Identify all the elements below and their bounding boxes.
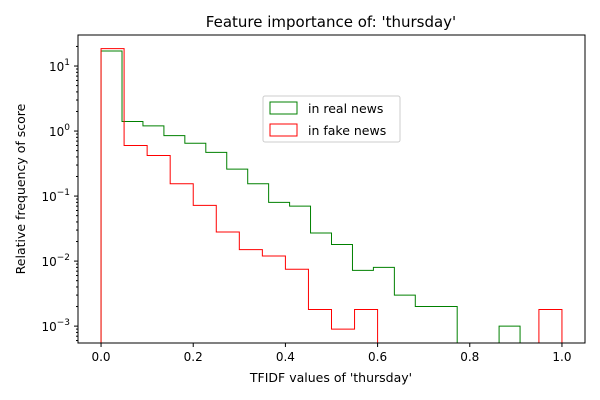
y-tick-label: 101 — [49, 58, 70, 74]
histogram-series-0 — [100, 50, 562, 344]
x-tick-label: 0.6 — [368, 350, 387, 364]
y-tick-label: 100 — [49, 123, 70, 139]
plot-area — [100, 48, 563, 344]
x-tick-label: 0.8 — [460, 350, 479, 364]
legend-swatch-real — [269, 101, 298, 115]
legend-swatch-fake — [269, 123, 298, 137]
legend-label-fake: in fake news — [308, 123, 386, 138]
y-tick-label: 10−2 — [41, 253, 70, 269]
legend-label-real: in real news — [308, 101, 383, 116]
x-axis-label: TFIDF values of 'thursday' — [249, 370, 412, 385]
x-tick-label: 1.0 — [552, 350, 571, 364]
x-tick-label: 0.4 — [276, 350, 295, 364]
x-axis: 0.0 0.2 0.4 0.6 0.8 1.0 — [91, 343, 572, 364]
y-axis: 10−3 10−2 10−1 100 101 — [41, 45, 78, 342]
x-tick-label: 0.0 — [91, 350, 110, 364]
y-tick-label: 10−3 — [41, 318, 70, 334]
chart-title: Feature importance of: 'thursday' — [206, 13, 456, 31]
y-tick-label: 10−1 — [41, 188, 70, 204]
axes-frame — [77, 34, 586, 344]
histogram-series-1 — [100, 48, 563, 344]
x-tick-label: 0.2 — [184, 350, 203, 364]
legend: in real news in fake news — [262, 95, 401, 143]
y-axis-label: Relative frequency of score — [13, 103, 28, 274]
